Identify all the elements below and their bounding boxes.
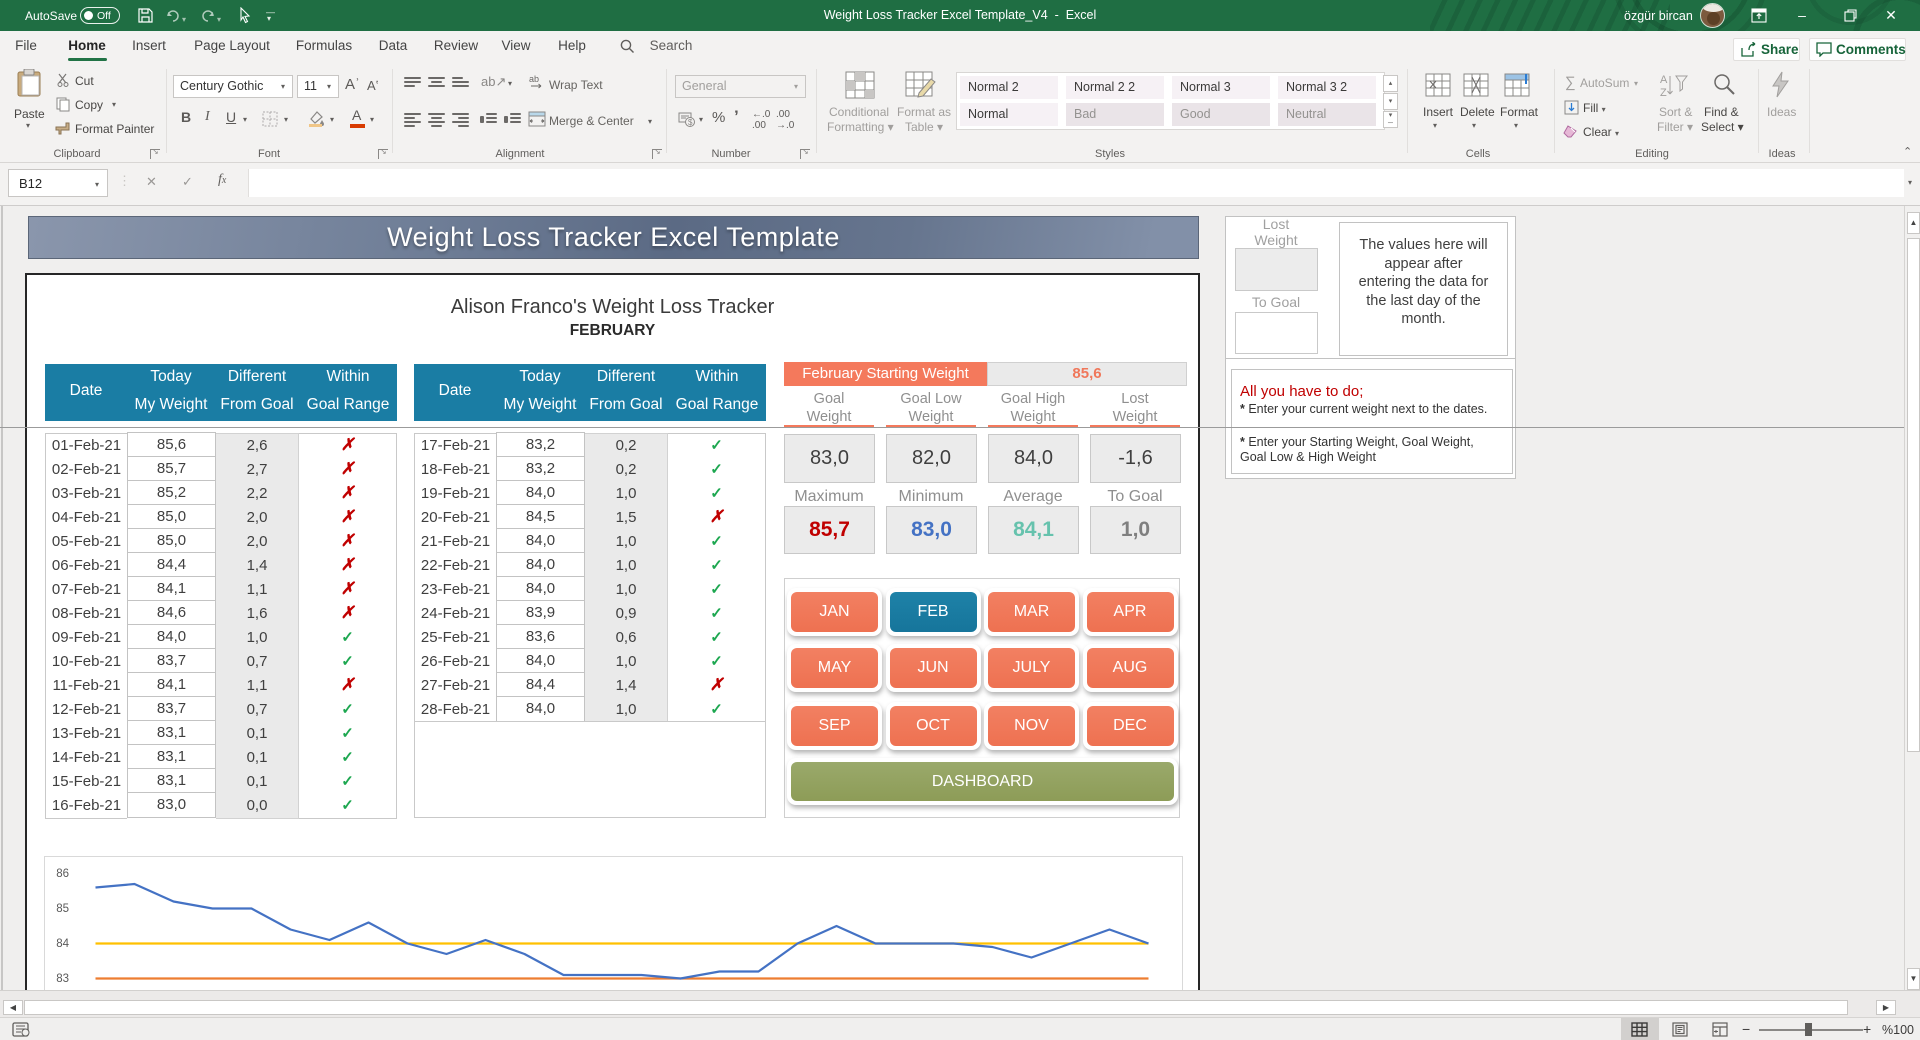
svg-text:85: 85 — [56, 903, 69, 915]
svg-text:84: 84 — [56, 938, 69, 950]
svg-text:83: 83 — [56, 973, 69, 985]
svg-text:Z: Z — [1660, 87, 1667, 98]
svg-text:86: 86 — [56, 868, 69, 880]
svg-text:A: A — [1660, 74, 1668, 86]
svg-text:ab: ab — [529, 74, 539, 84]
svg-text:$: $ — [688, 118, 693, 127]
